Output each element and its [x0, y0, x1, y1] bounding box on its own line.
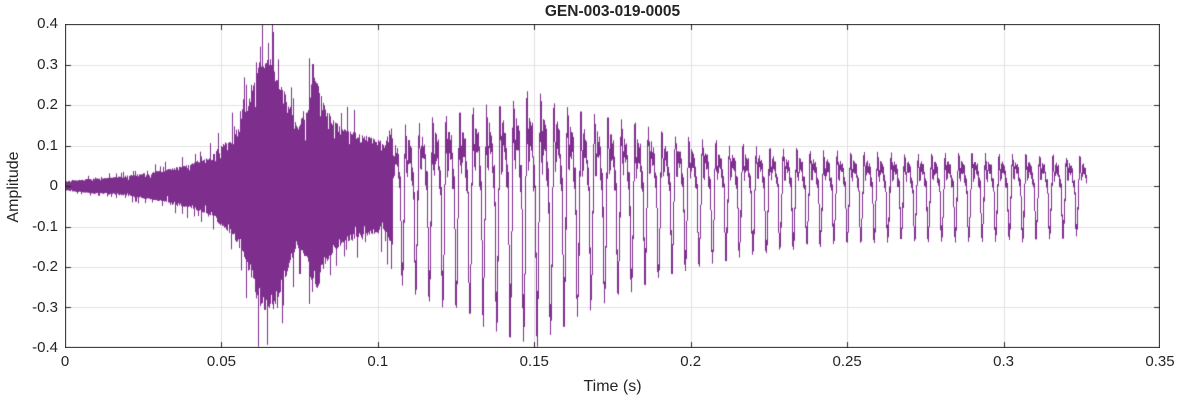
x-tick-label: 0.3 [993, 353, 1014, 370]
waveform-plot [65, 24, 1160, 348]
x-tick-label: 0.1 [367, 353, 389, 370]
x-tick-label: 0.2 [680, 353, 702, 370]
x-tick-label: 0.35 [1145, 353, 1175, 370]
x-tick-label: 0.15 [519, 353, 549, 370]
x-tick-label: 0 [60, 353, 70, 370]
x-axis-label: Time (s) [583, 378, 642, 395]
x-tick-label: 0.05 [206, 353, 237, 370]
y-tick-label: 0.4 [37, 15, 58, 32]
y-tick-label: -0.4 [32, 339, 58, 356]
y-tick-label: 0.3 [37, 55, 58, 73]
y-tick-label: 0 [49, 177, 58, 194]
y-tick-label: -0.2 [32, 258, 58, 275]
y-tick-label: 0.1 [37, 136, 58, 154]
x-tick-label: 0.25 [832, 353, 862, 370]
y-tick-label: -0.1 [32, 217, 58, 235]
y-tick-label: 0.2 [37, 96, 58, 113]
chart-title: GEN-003-019-0005 [544, 3, 681, 20]
y-tick-label: -0.3 [32, 298, 58, 316]
